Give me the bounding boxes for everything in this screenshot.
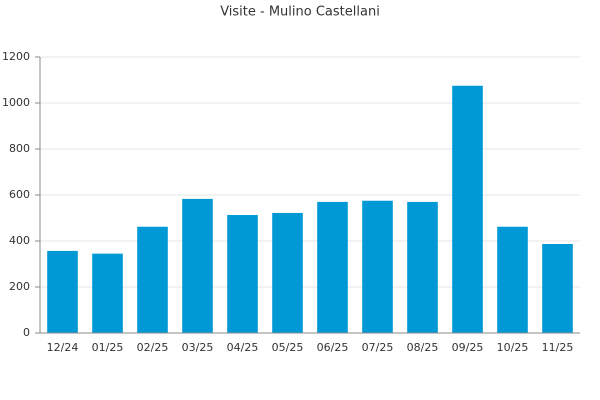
x-tick-label: 11/25 — [542, 341, 574, 354]
x-tick-label: 12/24 — [47, 341, 79, 354]
bar — [272, 212, 303, 333]
x-tick-label: 10/25 — [497, 341, 529, 354]
bar — [542, 243, 573, 333]
x-tick-label: 08/25 — [407, 341, 439, 354]
x-tick-label: 03/25 — [182, 341, 214, 354]
y-tick-label: 1000 — [2, 96, 30, 109]
x-tick-label: 04/25 — [227, 341, 259, 354]
y-tick-label: 1200 — [2, 50, 30, 63]
x-tick-label: 06/25 — [317, 341, 349, 354]
y-tick-label: 400 — [9, 234, 30, 247]
y-tick-label: 200 — [9, 280, 30, 293]
bar — [137, 226, 168, 333]
bar — [47, 250, 78, 333]
bar — [407, 201, 438, 333]
bar — [92, 253, 123, 333]
bar — [362, 200, 393, 333]
bar — [182, 198, 213, 333]
bar — [452, 85, 483, 333]
bar — [317, 201, 348, 333]
y-tick-label: 0 — [23, 326, 30, 339]
x-tick-label: 07/25 — [362, 341, 394, 354]
y-tick-label: 600 — [9, 188, 30, 201]
x-tick-label: 01/25 — [92, 341, 124, 354]
x-tick-label: 02/25 — [137, 341, 169, 354]
bar — [227, 215, 258, 333]
bar — [497, 226, 528, 333]
x-tick-label: 05/25 — [272, 341, 304, 354]
y-tick-label: 800 — [9, 142, 30, 155]
chart-title: Visite - Mulino Castellani — [220, 5, 380, 20]
x-tick-label: 09/25 — [452, 341, 484, 354]
